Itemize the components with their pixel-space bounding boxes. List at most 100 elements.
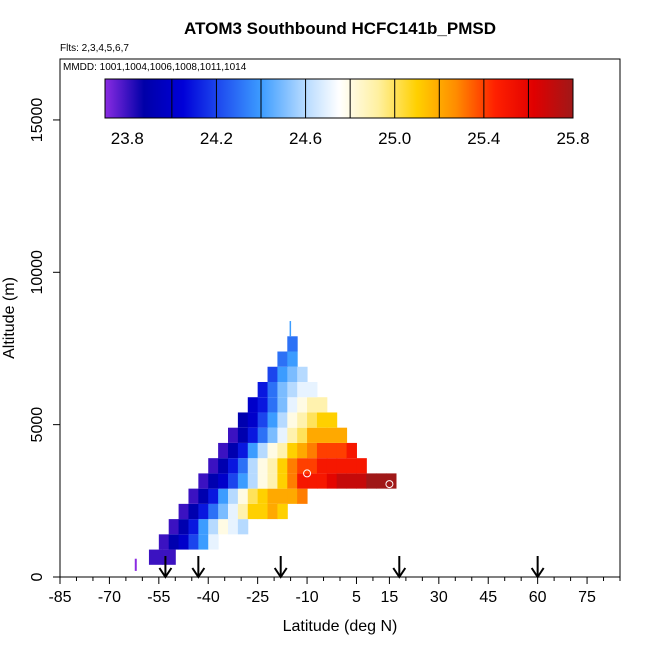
heatmap-cell [257, 381, 269, 398]
heatmap-cell [267, 458, 278, 474]
heatmap-cell [267, 412, 278, 428]
heatmap-cell [346, 473, 357, 489]
sample-marker [385, 480, 394, 489]
y-tick-label: 5000 [29, 407, 46, 443]
heatmap-cell [178, 519, 189, 535]
heatmap-cell [228, 503, 239, 520]
heatmap-cell [218, 458, 229, 474]
heatmap-cell [316, 442, 328, 459]
heatmap-cell [277, 397, 288, 413]
flight-arrow [273, 556, 288, 579]
heatmap-cell [247, 427, 259, 443]
heatmap-cell [158, 534, 170, 550]
heatmap-cell [237, 442, 249, 459]
heatmap-cell [316, 473, 328, 489]
heatmap-cell [267, 488, 278, 504]
heatmap-cell [277, 442, 288, 459]
y-tick-label: 15000 [29, 98, 46, 143]
sample-marker [303, 469, 312, 478]
heatmap-cell [267, 397, 278, 413]
flight-arrow [392, 556, 407, 579]
heatmap-cell [289, 321, 292, 337]
heatmap-cell [168, 534, 180, 550]
heatmap-cell [148, 549, 163, 565]
heatmap-cell [257, 412, 269, 428]
dates-note: MMDD: 1001,1004,1006,1008,1011,1014 [63, 62, 247, 73]
heatmap-cell [316, 458, 328, 474]
heatmap-cell [277, 381, 288, 398]
heatmap-cell [346, 458, 357, 474]
heatmap-cell [267, 427, 278, 443]
heatmap-cell [297, 427, 308, 443]
heatmap-cell [162, 549, 176, 565]
heatmap-cell [307, 412, 318, 428]
heatmap-cell [277, 503, 288, 520]
heatmap-cell [336, 427, 348, 443]
heatmap-cell [208, 488, 219, 504]
heatmap-cell [277, 412, 288, 428]
heatmap-cell [307, 397, 318, 413]
heatmap-cell [287, 351, 298, 367]
heatmap-cell [228, 442, 239, 459]
x-tick-label: -70 [98, 589, 121, 606]
heatmap-cell [297, 412, 308, 428]
heatmap-cell [326, 442, 338, 459]
heatmap-cell [307, 442, 318, 459]
heatmap-cell [297, 397, 308, 413]
heatmap-cell [237, 519, 249, 535]
heatmap-cell [307, 458, 318, 474]
heatmap-cell [287, 366, 298, 382]
heatmap-cell [198, 488, 209, 504]
y-axis-title: Altitude (m) [1, 277, 18, 359]
heatmap-cell [198, 534, 209, 550]
heatmap-cell [277, 473, 288, 489]
heatmap-cell [277, 458, 288, 474]
heatmap-cell [277, 427, 288, 443]
heatmap-cell [326, 412, 338, 428]
x-tick-label: 15 [381, 589, 399, 606]
heatmap-cell [356, 473, 367, 489]
heatmap-cell [218, 442, 229, 459]
x-tick-label: 45 [479, 589, 497, 606]
heatmap-cell [316, 397, 328, 413]
heatmap-cell [257, 488, 269, 504]
colorbar-gradient [104, 78, 574, 119]
heatmap-cell [208, 503, 219, 520]
heatmap-cell [247, 488, 259, 504]
heatmap-cell [356, 458, 367, 474]
x-axis: -85 -70 -55 -40 -25 -10 5 15 30 45 60 75 [48, 577, 621, 606]
heatmap-cell [218, 503, 229, 520]
x-tick-label: -85 [48, 589, 71, 606]
heatmap-cells [148, 321, 397, 565]
colorbar-tick-label: 25.4 [467, 129, 500, 148]
colorbar-tick-label: 24.2 [200, 129, 233, 148]
heatmap-cell [336, 442, 348, 459]
colorbar-tick-label: 24.6 [289, 129, 322, 148]
x-tick-label: -25 [246, 589, 269, 606]
heatmap-cell [188, 488, 199, 504]
heatmap-cell [267, 366, 278, 382]
heatmap-cell [307, 427, 318, 443]
heatmap-cell [297, 458, 308, 474]
heatmap-cell [257, 473, 269, 489]
heatmap-cell [247, 397, 259, 413]
heatmap-cell [237, 473, 249, 489]
heatmap-cell [277, 366, 288, 382]
heatmap-cell [366, 473, 377, 489]
heatmap-cell [316, 427, 328, 443]
heatmap-cell [287, 488, 298, 504]
heatmap-cell [228, 427, 239, 443]
heatmap-cell [297, 442, 308, 459]
heatmap-cell [287, 336, 298, 352]
heatmap-cell [277, 351, 288, 367]
heatmap-cell [218, 473, 229, 489]
heatmap-cell [208, 534, 219, 550]
heatmap-cell [336, 458, 348, 474]
heatmap-cell [287, 397, 298, 413]
y-tick-label: 0 [29, 572, 46, 581]
heatmap-cell [228, 488, 239, 504]
colorbar-tick-label: 25.8 [556, 129, 589, 148]
x-axis-title: Latitude (deg N) [283, 618, 398, 635]
heatmap-cell [267, 442, 278, 459]
